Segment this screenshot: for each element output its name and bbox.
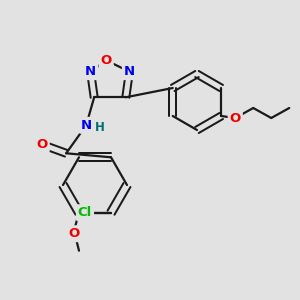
- Text: N: N: [85, 65, 96, 78]
- Text: O: O: [230, 112, 241, 124]
- Text: O: O: [68, 227, 80, 240]
- Text: Cl: Cl: [78, 206, 92, 219]
- Text: O: O: [100, 54, 112, 67]
- Text: N: N: [124, 65, 135, 78]
- Text: O: O: [37, 138, 48, 151]
- Text: H: H: [95, 121, 105, 134]
- Text: N: N: [81, 119, 92, 132]
